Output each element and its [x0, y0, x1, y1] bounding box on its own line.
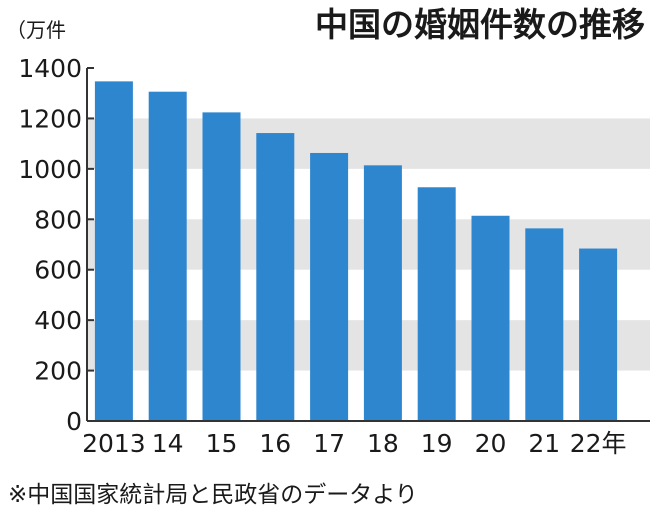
bar-22年 — [579, 248, 618, 421]
x-tick-label: 16 — [259, 429, 291, 458]
bar-16 — [256, 133, 295, 421]
chart-title: 中国の婚姻件数の推移 — [315, 5, 645, 44]
bar-15 — [202, 112, 241, 422]
bars — [94, 81, 618, 422]
bar-19 — [417, 187, 456, 421]
bar-2013 — [94, 81, 133, 421]
x-tick-label: 14 — [152, 429, 184, 458]
unit-label: （万件 — [6, 18, 66, 42]
y-tick-label: 1000 — [18, 155, 82, 184]
x-tick-label: 19 — [421, 429, 453, 458]
x-tick-label: 17 — [313, 429, 345, 458]
bar-17 — [310, 152, 349, 421]
x-tick-label: 18 — [367, 429, 399, 458]
y-tick-label: 800 — [34, 205, 82, 234]
bar-14 — [148, 91, 187, 422]
bar-21 — [525, 228, 564, 421]
x-tick-label: 2013 — [82, 429, 146, 458]
y-ticks: 0 200 400 600 800 1000 1200 1400 — [18, 54, 94, 436]
y-tick-label: 1200 — [18, 104, 82, 133]
y-tick-label: 0 — [66, 407, 82, 436]
x-tick-label: 21 — [528, 429, 560, 458]
x-ticks: 2013 14 15 16 17 18 19 20 21 22年 — [82, 429, 626, 458]
bar-20 — [471, 215, 510, 421]
bar-18 — [363, 165, 402, 421]
y-tick-label: 600 — [34, 256, 82, 285]
source-note: ※中国国家統計局と民政省のデータより — [8, 482, 418, 508]
x-tick-label: 15 — [206, 429, 238, 458]
x-tick-label: 20 — [475, 429, 507, 458]
y-tick-label: 200 — [34, 357, 82, 386]
y-tick-label: 400 — [34, 306, 82, 335]
y-tick-label: 1400 — [18, 54, 82, 83]
x-tick-label: 22年 — [570, 429, 627, 458]
